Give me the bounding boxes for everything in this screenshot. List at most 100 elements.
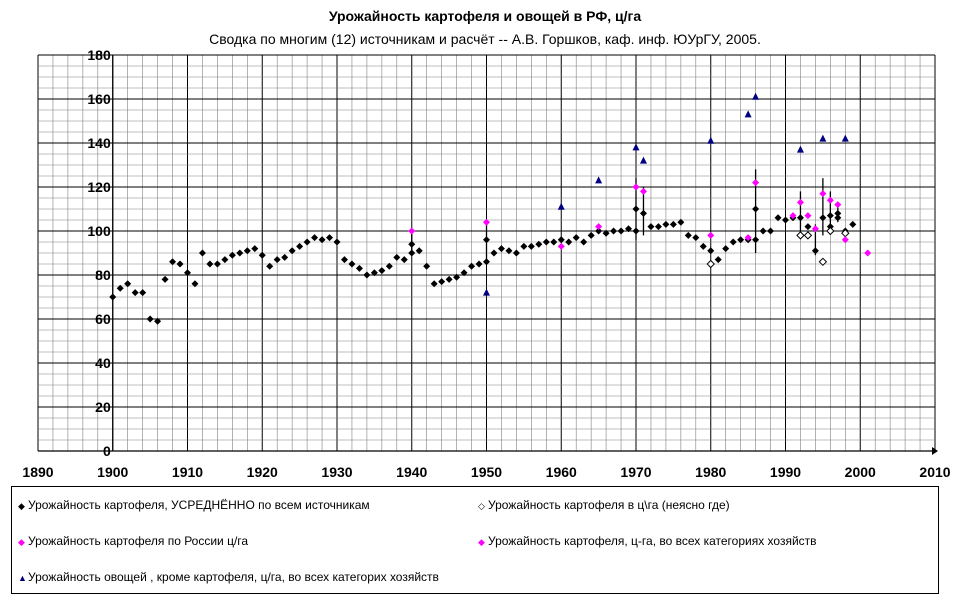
diamond-point xyxy=(191,280,199,288)
diamond-point xyxy=(572,234,580,242)
diamond-point xyxy=(116,284,124,292)
diamond-point xyxy=(834,201,842,209)
diamond-point xyxy=(714,256,722,264)
diamond-point xyxy=(213,260,221,268)
diamond-point xyxy=(744,234,752,242)
diamond-point xyxy=(677,218,685,226)
diamond-point xyxy=(707,247,715,255)
diamond-point xyxy=(565,238,573,246)
diamond-point xyxy=(796,198,804,206)
grid xyxy=(37,54,938,455)
diamond-point xyxy=(722,245,730,253)
diamond-point xyxy=(198,249,206,257)
y-tick-label: 0 xyxy=(103,443,111,459)
y-tick-label: 140 xyxy=(87,135,111,151)
diamond-point xyxy=(161,275,169,283)
legend-diamond-black-icon: ◆ xyxy=(18,501,25,511)
diamond-point xyxy=(752,179,760,187)
diamond-point xyxy=(311,234,319,242)
diamond-point xyxy=(610,227,618,235)
x-tick-label: 1920 xyxy=(247,464,278,480)
diamond-point xyxy=(497,245,505,253)
diamond-point xyxy=(782,216,789,224)
x-tick-label: 1930 xyxy=(321,464,352,480)
y-tick-label: 60 xyxy=(95,311,111,327)
x-tick-label: 1940 xyxy=(396,464,427,480)
diamond-point xyxy=(819,214,827,222)
diamond-point xyxy=(281,253,289,261)
diamond-point xyxy=(512,249,520,257)
legend-label-all-categories: Урожайность картофеля, ц-га, во всех кат… xyxy=(488,534,817,548)
x-axis-arrow-icon xyxy=(932,447,938,455)
diamond-point xyxy=(468,262,476,270)
legend-item-unclear: ◇ Урожайность картофеля в ц\га (неясно гд… xyxy=(478,498,730,512)
y-tick-label: 40 xyxy=(95,355,111,371)
diamond-point xyxy=(639,209,647,217)
diamond-point xyxy=(296,242,304,250)
x-tick-label: 2000 xyxy=(845,464,876,480)
diamond-point xyxy=(415,247,423,255)
diamond-point xyxy=(550,238,558,246)
diamond-point xyxy=(288,247,296,255)
diamond-point xyxy=(460,269,468,277)
diamond-point xyxy=(864,249,872,257)
open-diamond-point xyxy=(826,226,835,236)
diamond-point xyxy=(221,256,229,264)
diamond-point xyxy=(348,260,356,268)
data-marks xyxy=(109,92,872,325)
diamond-point xyxy=(804,212,812,220)
diamond-point xyxy=(430,280,438,288)
diamond-point xyxy=(527,242,535,250)
diamond-point xyxy=(662,220,670,228)
triangle-point xyxy=(744,110,752,118)
diamond-point xyxy=(520,242,528,250)
triangle-point xyxy=(557,202,565,210)
diamond-point xyxy=(602,229,610,237)
diamond-point xyxy=(767,227,775,235)
diamond-point xyxy=(826,223,834,231)
diamond-point xyxy=(355,264,363,272)
x-tick-label: 1950 xyxy=(471,464,502,480)
y-tick-label: 120 xyxy=(87,179,111,195)
chart-title: Урожайность картофеля и овощей в РФ, ц/г… xyxy=(328,8,642,24)
diamond-point xyxy=(393,253,401,261)
diamond-point xyxy=(303,238,311,246)
diamond-point xyxy=(206,260,214,268)
legend-label-russia: Урожайность картофеля по России ц/га xyxy=(28,534,249,548)
diamond-point xyxy=(804,223,812,231)
diamond-point xyxy=(595,227,603,235)
diamond-point xyxy=(236,249,244,257)
open-diamond-point xyxy=(796,231,805,240)
diamond-point xyxy=(453,273,461,281)
diamond-point xyxy=(273,256,281,264)
diamond-point xyxy=(625,225,633,233)
diamond-point xyxy=(408,227,416,235)
diamond-point xyxy=(243,247,251,255)
chart-subtitle: Сводка по многим (12) источникам и расчё… xyxy=(209,31,761,47)
legend-diamond-magenta-icon: ◆ xyxy=(478,537,485,547)
diamond-point xyxy=(378,267,386,275)
diamond-point xyxy=(699,242,707,250)
x-tick-label: 1910 xyxy=(172,464,203,480)
legend-item-all-categories: ◆ Урожайность картофеля, ц-га, во всех ка… xyxy=(478,534,817,548)
legend-label-vegetables: Урожайность овощей , кроме картофеля, ц/… xyxy=(28,570,439,584)
diamond-point xyxy=(542,238,550,246)
diamond-point xyxy=(475,260,483,268)
diamond-point xyxy=(632,227,640,235)
diamond-point xyxy=(819,190,827,198)
diamond-point xyxy=(811,225,819,233)
diamond-point xyxy=(826,196,834,204)
diamond-point xyxy=(557,242,565,250)
diamond-point xyxy=(483,236,490,244)
diamond-point xyxy=(318,236,326,244)
legend-item-vegetables: ▲Урожайность овощей , кроме картофеля, ц… xyxy=(18,570,439,584)
triangle-point xyxy=(752,92,760,100)
legend-diamond-magenta-icon: ◆ xyxy=(18,537,25,547)
diamond-point xyxy=(841,236,849,244)
y-tick-label: 20 xyxy=(95,399,111,415)
diamond-point xyxy=(654,223,662,231)
diamond-point xyxy=(124,280,132,288)
diamond-point xyxy=(258,251,266,259)
diamond-point xyxy=(692,234,700,242)
diamond-point xyxy=(169,258,177,266)
